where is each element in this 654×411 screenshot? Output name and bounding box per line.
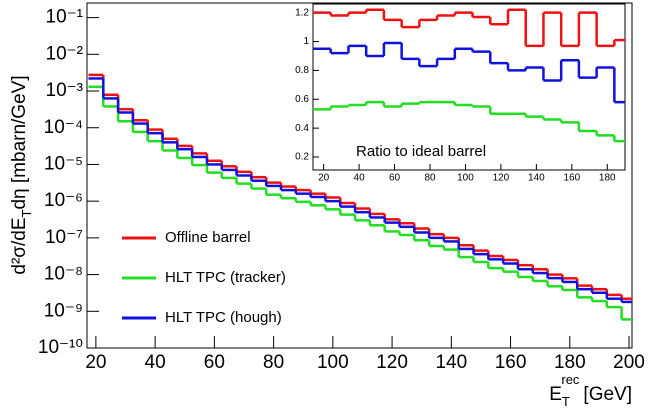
y-tick-label: 1.2 bbox=[295, 7, 309, 18]
y-tick-label: 0.6 bbox=[295, 94, 309, 105]
x-axis-title: ETrec[GeV] bbox=[549, 372, 632, 409]
x-tick-label: 80 bbox=[263, 352, 284, 373]
x-title-part: E bbox=[549, 384, 562, 405]
y-tick-label: 10⁻² bbox=[46, 43, 84, 64]
y-axis-title: d²σ/dETdη [mbarn/GeV] bbox=[9, 75, 34, 274]
legend-label: HLT TPC (tracker) bbox=[165, 269, 286, 286]
x-title-sub: T bbox=[562, 394, 570, 409]
y-tick-label: 10⁻³ bbox=[46, 80, 84, 101]
x-tick-label: 120 bbox=[376, 352, 408, 373]
y-tick-label: 10⁻⁸ bbox=[44, 264, 83, 285]
inset-annotation: Ratio to ideal barrel bbox=[356, 143, 486, 160]
y-title-sub: T bbox=[19, 209, 34, 217]
y-tick-label: 0.8 bbox=[295, 65, 309, 76]
x-tick-label: 200 bbox=[613, 352, 645, 373]
x-tick-label: 100 bbox=[457, 173, 474, 184]
x-tick-label: 160 bbox=[495, 352, 527, 373]
x-tick-label: 80 bbox=[424, 173, 436, 184]
y-title-part: d²σ/dE bbox=[9, 217, 30, 274]
x-tick-label: 20 bbox=[318, 173, 330, 184]
x-tick-label: 160 bbox=[563, 173, 580, 184]
inset-frame bbox=[312, 3, 626, 171]
y-tick-label: 10⁻¹⁰ bbox=[38, 337, 83, 358]
x-tick-label: 180 bbox=[554, 352, 586, 373]
y-tick-label: 10⁻⁹ bbox=[44, 300, 83, 321]
y-tick-label: 10⁻⁷ bbox=[45, 227, 83, 248]
x-tick-label: 140 bbox=[435, 352, 467, 373]
y-tick-label: 10⁻⁵ bbox=[44, 153, 83, 174]
x-title-part: [GeV] bbox=[583, 384, 632, 405]
x-tick-label: 180 bbox=[599, 173, 616, 184]
x-tick-label: 40 bbox=[145, 352, 166, 373]
legend-label: HLT TPC (hough) bbox=[165, 309, 282, 326]
x-tick-label: 100 bbox=[317, 352, 349, 373]
y-tick-label: 10⁻⁴ bbox=[44, 117, 83, 138]
x-tick-label: 120 bbox=[493, 173, 510, 184]
x-tick-label: 20 bbox=[85, 352, 106, 373]
x-tick-label: 40 bbox=[354, 173, 366, 184]
y-tick-label: 10⁻⁶ bbox=[44, 190, 83, 211]
y-tick-label: 0.2 bbox=[295, 152, 309, 163]
y-tick-label: 1 bbox=[303, 36, 309, 47]
legend-label: Offline barrel bbox=[165, 229, 251, 246]
x-tick-label: 140 bbox=[528, 173, 545, 184]
y-tick-label: 0.4 bbox=[295, 123, 309, 134]
x-tick-label: 60 bbox=[389, 173, 401, 184]
y-tick-label: 10⁻¹ bbox=[46, 7, 84, 28]
x-title-sup: rec bbox=[561, 372, 580, 387]
y-title-part: dη [mbarn/GeV] bbox=[9, 75, 30, 209]
x-tick-label: 60 bbox=[204, 352, 225, 373]
